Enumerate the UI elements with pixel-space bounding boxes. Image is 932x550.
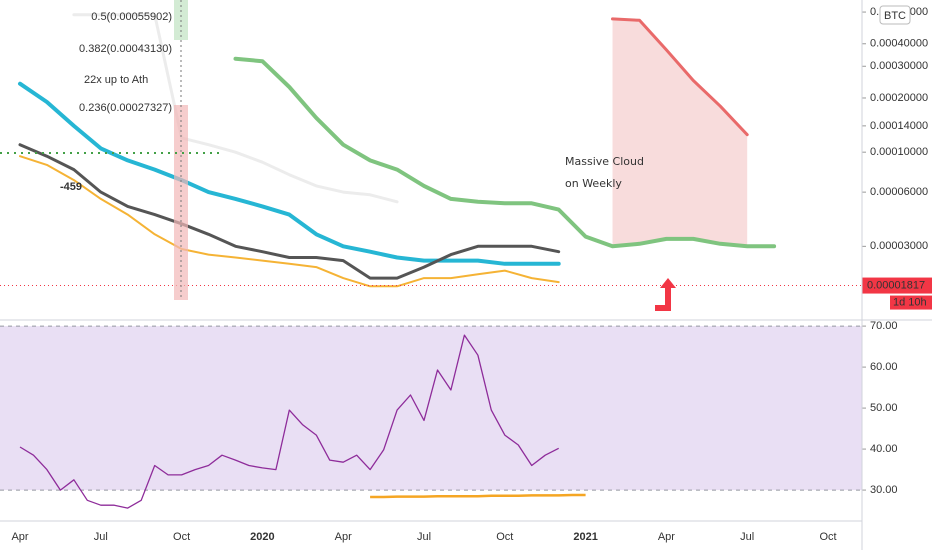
y-tick-label: 30.00 [870,484,898,496]
y-tick-label: 0.00040000 [870,38,928,50]
rsi-line [370,493,586,499]
x-tick-label: Apr [335,531,352,543]
x-tick-label: Apr [658,531,675,543]
annotation: on Weekly [565,177,622,190]
annotation: 0.5(0.00055902) [91,11,172,23]
current-price-box [862,277,932,294]
price-line [18,81,561,266]
y-tick-label: 0.00030000 [870,60,928,72]
y-tick-label: 0.00003000 [870,240,928,252]
y-tick-label: 0.00010000 [870,146,928,158]
y-tick-label: 60.00 [870,361,898,373]
price-line [19,155,560,288]
arrow-icon [655,278,676,311]
x-tick-label: Oct [819,531,836,543]
x-tick-label: 2021 [573,531,597,543]
y-tick-label: 0.00014000 [870,120,928,132]
current-price-label: 0.00001817 [867,279,925,291]
annotation: 0.382(0.00043130) [79,43,172,55]
cloud-fill [612,18,748,247]
fib-zone-red [174,105,188,300]
x-tick-label: Jul [94,531,108,543]
countdown-label: 1d 10h [893,296,927,308]
countdown-box [890,295,932,310]
y-tick-label: 0.00006000 [870,186,928,198]
price-line [18,143,561,280]
x-tick-label: Oct [173,531,190,543]
currency-label: BTC [884,10,906,22]
annotation: -459 [60,181,82,193]
annotation: 0.236(0.00027327) [79,102,172,114]
annotation: Massive Cloud [565,155,644,168]
x-tick-label: Jul [417,531,431,543]
price-line [611,17,749,137]
y-tick-label: 50.00 [870,402,898,414]
x-tick-label: Jul [740,531,754,543]
rsi-band [0,326,862,491]
currency-box [879,5,911,25]
rsi-line [19,334,559,509]
x-tick-label: Oct [496,531,513,543]
y-tick-label: 40.00 [870,443,898,455]
y-tick-label: 0.00020000 [870,92,928,104]
price-line [72,13,399,204]
y-tick-label: 70.00 [870,320,898,332]
price-line [233,56,777,249]
x-tick-label: 2020 [250,531,274,543]
x-tick-label: Apr [11,531,28,543]
annotation: 22x up to Ath [84,74,148,86]
